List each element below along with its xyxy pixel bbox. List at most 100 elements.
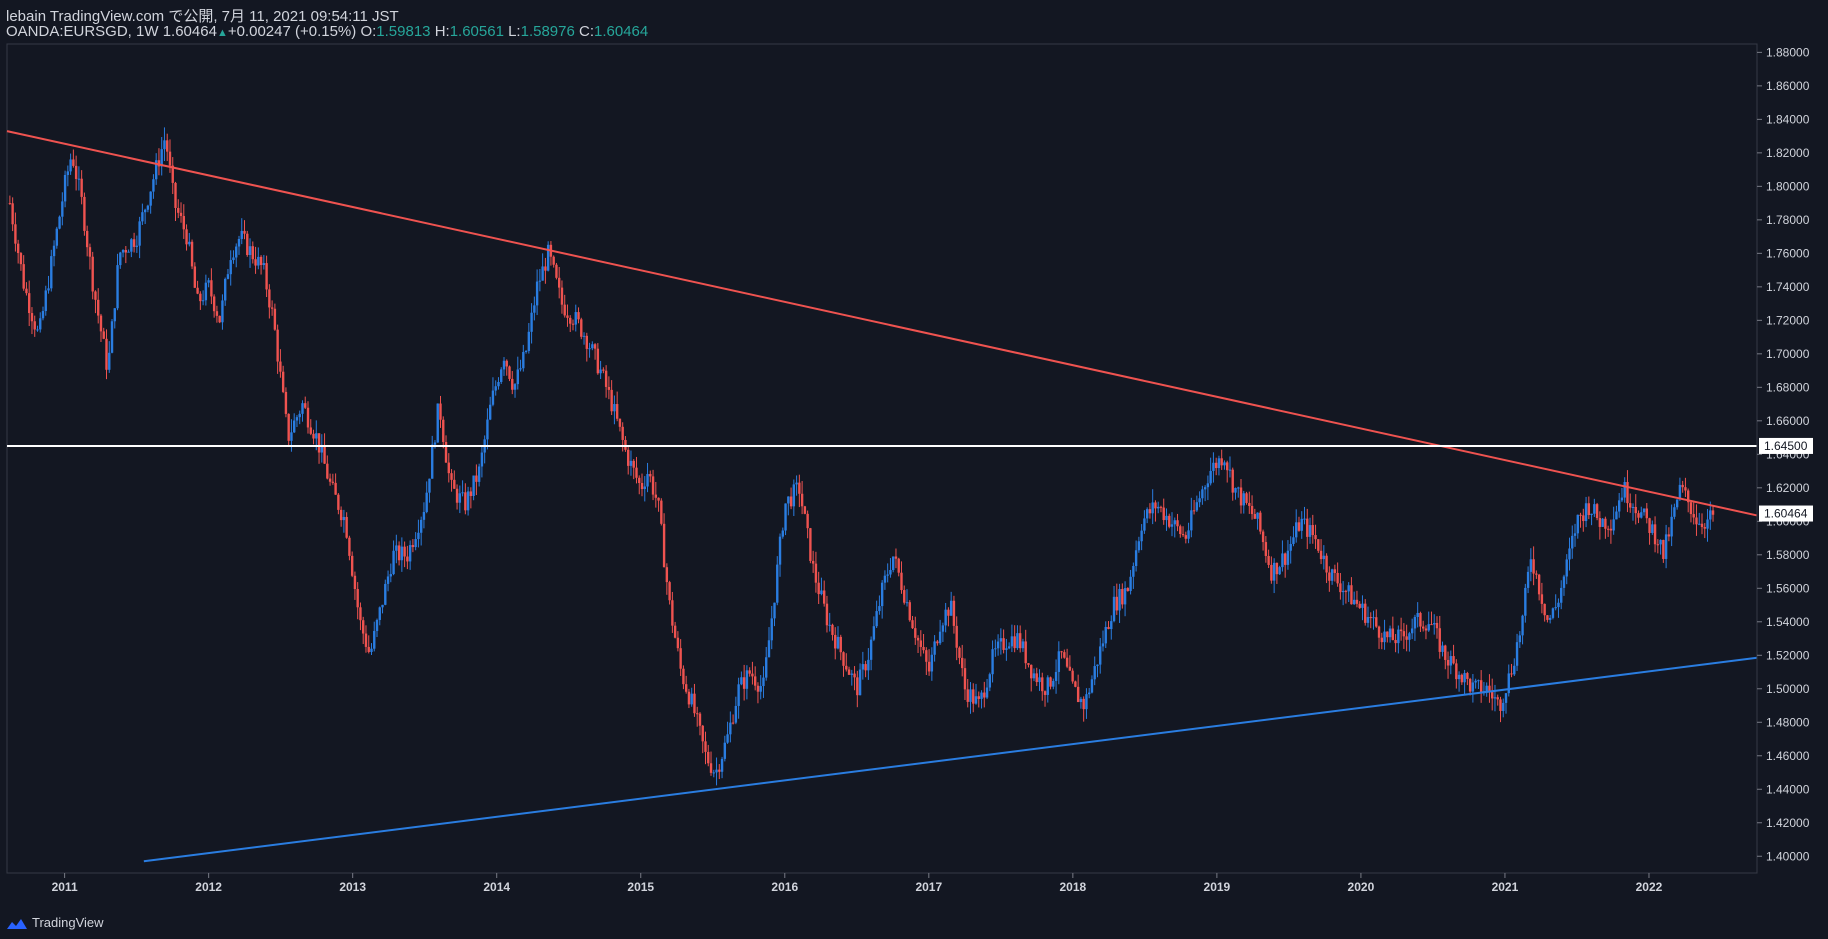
- candle-body: [762, 677, 765, 687]
- candle-body: [251, 246, 254, 260]
- candle-body: [1325, 555, 1328, 573]
- candle-body: [1129, 576, 1132, 591]
- candle-body: [1065, 657, 1069, 667]
- time-axis[interactable]: 2011 2012 2013 2014 2015 2016 2017 2018 2019 2020…: [52, 873, 1663, 894]
- candle-body: [546, 244, 550, 271]
- candle-body: [789, 496, 793, 507]
- time-tick-label: 2020: [1348, 880, 1375, 894]
- candle-body: [1394, 639, 1397, 644]
- candle-body: [1386, 631, 1389, 638]
- candle-body: [85, 230, 89, 248]
- candle-body: [1063, 652, 1066, 658]
- candle-body: [1399, 629, 1403, 632]
- candle-body: [682, 668, 685, 685]
- candle-body: [138, 221, 141, 246]
- tradingview-logo-icon: [7, 918, 27, 929]
- candle-body: [729, 722, 732, 735]
- candle-body: [174, 182, 177, 208]
- resistance-trendline: [6, 130, 1758, 517]
- candle-body: [972, 689, 975, 704]
- candle-body: [1190, 510, 1193, 531]
- candle-body: [894, 556, 898, 559]
- candle-body: [232, 257, 235, 261]
- candle-body: [1214, 462, 1218, 469]
- candle-body: [660, 500, 663, 524]
- price-tick-label: 1.88000: [1766, 45, 1810, 59]
- candle-body: [610, 389, 613, 412]
- candle-body: [83, 196, 86, 231]
- candle-body: [1099, 646, 1102, 665]
- price-axis[interactable]: 1.40000 1.42000 1.44000 1.46000 1.48000 1.500…: [1757, 45, 1810, 863]
- candle-body: [1377, 626, 1381, 638]
- candle-body: [872, 626, 876, 640]
- candles-layer: [8, 127, 1715, 786]
- candle-body: [157, 160, 161, 167]
- candle-body: [1027, 663, 1030, 665]
- candle-body: [1595, 504, 1599, 519]
- candle-body: [1339, 583, 1342, 593]
- candle-body: [698, 713, 702, 726]
- candle-body: [279, 361, 282, 372]
- candle-body: [1405, 636, 1408, 640]
- candle-body: [1256, 512, 1259, 519]
- candle-body: [163, 140, 166, 150]
- candle-body: [348, 537, 351, 556]
- candle-body: [1341, 590, 1345, 593]
- publisher-text: lebain TradingView.com で公開, 7月 11, 2021 …: [6, 8, 399, 25]
- candle-body: [281, 371, 285, 392]
- candle-body: [1192, 510, 1196, 512]
- candle-body: [1002, 638, 1005, 650]
- candle-body: [453, 479, 456, 489]
- candle-body: [1179, 526, 1182, 535]
- candle-body: [28, 293, 31, 314]
- candle-body: [1587, 503, 1591, 515]
- candle-body: [1148, 509, 1152, 514]
- candle-body: [961, 657, 964, 669]
- footer-brand[interactable]: TradingView: [6, 915, 104, 930]
- candle-body: [944, 609, 947, 626]
- candle-body: [679, 648, 682, 669]
- candle-body: [773, 602, 776, 619]
- candle-body: [638, 477, 641, 483]
- candle-body: [1030, 664, 1033, 679]
- price-tick-label: 1.82000: [1766, 146, 1810, 160]
- candle-body: [1631, 506, 1635, 508]
- candle-body: [1347, 585, 1350, 592]
- candle-body: [966, 689, 969, 702]
- candle-body: [1361, 603, 1364, 608]
- symbol-name[interactable]: OANDA:EURSGD, 1W: [6, 23, 159, 40]
- candle-body: [1314, 535, 1317, 540]
- candle-body: [502, 360, 506, 370]
- candle-body: [411, 545, 415, 548]
- candle-body: [538, 280, 542, 282]
- candle-body: [1491, 691, 1494, 699]
- candle-body: [925, 650, 928, 662]
- candle-body: [1568, 548, 1571, 560]
- candle-body: [1700, 523, 1704, 528]
- candle-body: [475, 475, 478, 482]
- candle-body: [1548, 617, 1552, 620]
- candle-body: [505, 360, 508, 367]
- candle-body: [800, 493, 804, 507]
- candle-body: [97, 299, 100, 316]
- candle-body: [892, 556, 895, 570]
- candle-body: [237, 238, 241, 247]
- price-tick-label: 1.72000: [1766, 313, 1810, 327]
- candle-body: [58, 216, 61, 229]
- candle-body: [1579, 514, 1582, 516]
- time-tick-label: 2011: [52, 880, 78, 894]
- drawings-layer[interactable]: [6, 130, 1758, 863]
- candle-body: [265, 263, 268, 290]
- candle-body: [1364, 603, 1367, 623]
- price-tick-label: 1.40000: [1766, 849, 1810, 863]
- candle-body: [1444, 645, 1447, 660]
- candle-body: [1502, 702, 1505, 711]
- candle-body: [315, 433, 318, 439]
- candle-body: [1532, 559, 1535, 574]
- candle-body: [908, 602, 911, 621]
- candle-body: [306, 407, 310, 428]
- candle-body: [1460, 674, 1464, 683]
- last-price-text: 1.60464: [1764, 507, 1808, 521]
- candle-body: [108, 352, 111, 370]
